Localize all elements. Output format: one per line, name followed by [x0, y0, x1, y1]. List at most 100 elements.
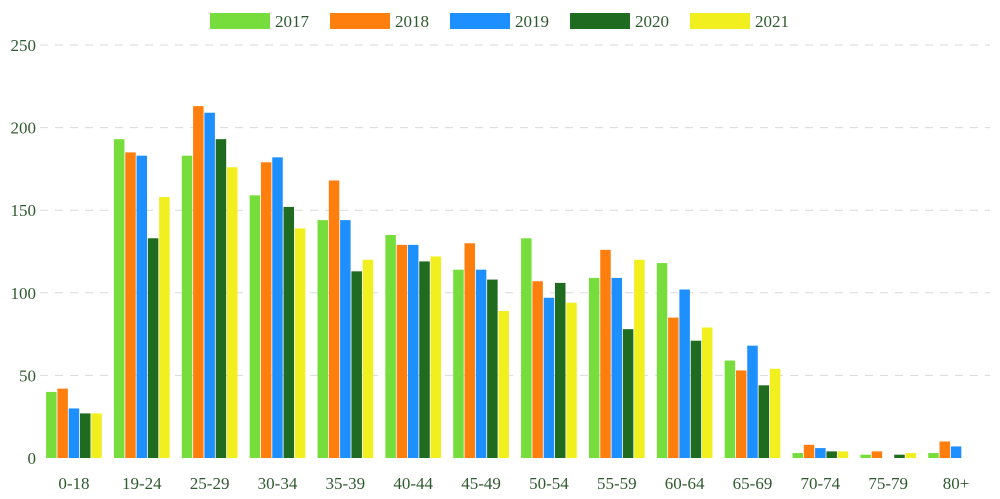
bar-2021-60-64 — [701, 327, 713, 458]
bar-2019-45-49 — [475, 269, 487, 458]
bar-2020-75-79 — [894, 454, 905, 458]
y-tick-label: 0 — [28, 449, 37, 468]
bar-2018-50-54 — [532, 281, 543, 458]
x-tick-label: 75-79 — [868, 474, 908, 493]
bar-2020-50-54 — [554, 282, 566, 458]
bar-2019-80+ — [950, 446, 962, 458]
bar-2018-55-59 — [600, 249, 611, 458]
x-tick-label: 19-24 — [122, 474, 162, 493]
bar-2020-65-69 — [758, 385, 770, 458]
bar-2018-30-34 — [260, 162, 272, 459]
legend-label: 2017 — [275, 12, 310, 31]
bar-2021-55-59 — [634, 259, 645, 458]
bar-2017-25-29 — [181, 155, 193, 458]
bar-2018-65-69 — [735, 370, 747, 458]
legend-label: 2021 — [755, 12, 789, 31]
bar-2018-35-39 — [328, 180, 340, 458]
bar-2017-0-18 — [46, 391, 57, 458]
legend-swatch — [450, 13, 510, 29]
y-tick-label: 250 — [11, 36, 37, 55]
bar-2020-19-24 — [147, 238, 159, 458]
bar-2020-30-34 — [283, 206, 295, 458]
bar-2017-19-24 — [113, 139, 125, 458]
bar-2019-25-29 — [204, 112, 215, 458]
legend-label: 2019 — [515, 12, 549, 31]
legend-swatch — [330, 13, 390, 29]
bar-2019-55-59 — [611, 277, 623, 458]
bar-2018-25-29 — [193, 106, 204, 459]
x-axis-tick-labels: 0-18 19-24 25-29 30-34 35-39 40-44 45-49 50-54 5… — [58, 474, 969, 493]
x-tick-label: 70-74 — [801, 474, 841, 493]
bar-2019-40-44 — [407, 244, 419, 458]
x-tick-label: 0-18 — [58, 474, 89, 493]
bar-2018-19-24 — [125, 152, 136, 458]
bar-2019-35-39 — [340, 220, 351, 458]
bar-2021-35-39 — [362, 259, 374, 458]
legend-item-2021[interactable]: 2021 — [690, 12, 789, 31]
bar-2019-30-34 — [272, 157, 283, 458]
bars — [46, 106, 962, 459]
bar-2017-60-64 — [656, 263, 668, 458]
x-tick-label: 25-29 — [190, 474, 230, 493]
bar-2018-0-18 — [57, 388, 68, 458]
x-tick-label: 80+ — [943, 474, 970, 493]
legend-swatch — [210, 13, 270, 29]
bar-2021-45-49 — [498, 310, 509, 458]
bar-2018-70-74 — [803, 444, 815, 458]
y-tick-label: 50 — [19, 366, 36, 385]
bar-2017-45-49 — [453, 269, 464, 458]
x-tick-label: 35-39 — [326, 474, 366, 493]
x-tick-label: 60-64 — [665, 474, 705, 493]
bar-2020-25-29 — [215, 139, 227, 458]
y-tick-label: 200 — [11, 119, 37, 138]
legend-label: 2018 — [395, 12, 429, 31]
bar-2020-40-44 — [419, 261, 430, 458]
bar-2021-25-29 — [226, 167, 238, 458]
bar-2018-45-49 — [464, 243, 476, 458]
bar-2019-60-64 — [679, 289, 690, 458]
bar-2020-60-64 — [690, 340, 702, 458]
legend: 2017 2018 2019 2020 2021 — [210, 12, 789, 31]
x-tick-label: 30-34 — [258, 474, 298, 493]
bar-2017-80+ — [928, 453, 939, 458]
legend-swatch — [690, 13, 750, 29]
bar-2020-55-59 — [622, 329, 634, 458]
x-tick-label: 50-54 — [529, 474, 569, 493]
legend-item-2017[interactable]: 2017 — [210, 12, 310, 31]
bar-2017-35-39 — [317, 220, 329, 458]
bar-2017-70-74 — [792, 453, 804, 458]
x-tick-label: 45-49 — [461, 474, 501, 493]
x-tick-label: 40-44 — [393, 474, 433, 493]
legend-item-2018[interactable]: 2018 — [330, 12, 429, 31]
bar-2021-75-79 — [905, 453, 917, 458]
bar-2018-40-44 — [396, 244, 408, 458]
x-tick-label: 65-69 — [733, 474, 773, 493]
bar-2019-50-54 — [543, 297, 555, 458]
bar-2017-75-79 — [860, 454, 871, 458]
bar-2020-35-39 — [351, 271, 362, 458]
bar-2017-50-54 — [521, 238, 532, 458]
bar-2020-0-18 — [79, 413, 91, 458]
y-tick-label: 150 — [11, 201, 37, 220]
bar-2018-60-64 — [668, 317, 679, 458]
bar-2021-50-54 — [566, 302, 577, 458]
bar-2019-70-74 — [815, 448, 826, 458]
bar-2021-65-69 — [769, 368, 781, 458]
x-tick-label: 55-59 — [597, 474, 637, 493]
bar-2020-45-49 — [487, 279, 498, 458]
bar-2021-30-34 — [294, 228, 306, 458]
bar-2020-70-74 — [826, 451, 837, 458]
bar-2017-55-59 — [588, 277, 600, 458]
legend-item-2019[interactable]: 2019 — [450, 12, 549, 31]
bar-2019-65-69 — [747, 345, 758, 458]
legend-item-2020[interactable]: 2020 — [570, 12, 669, 31]
bar-2021-70-74 — [837, 451, 849, 458]
bar-2021-0-18 — [91, 413, 102, 458]
bar-2021-40-44 — [430, 256, 442, 458]
bar-2017-40-44 — [385, 234, 396, 458]
bar-2021-19-24 — [159, 196, 170, 459]
bar-2017-30-34 — [249, 195, 261, 458]
bar-2019-0-18 — [68, 408, 80, 458]
bar-2018-80+ — [939, 441, 951, 458]
